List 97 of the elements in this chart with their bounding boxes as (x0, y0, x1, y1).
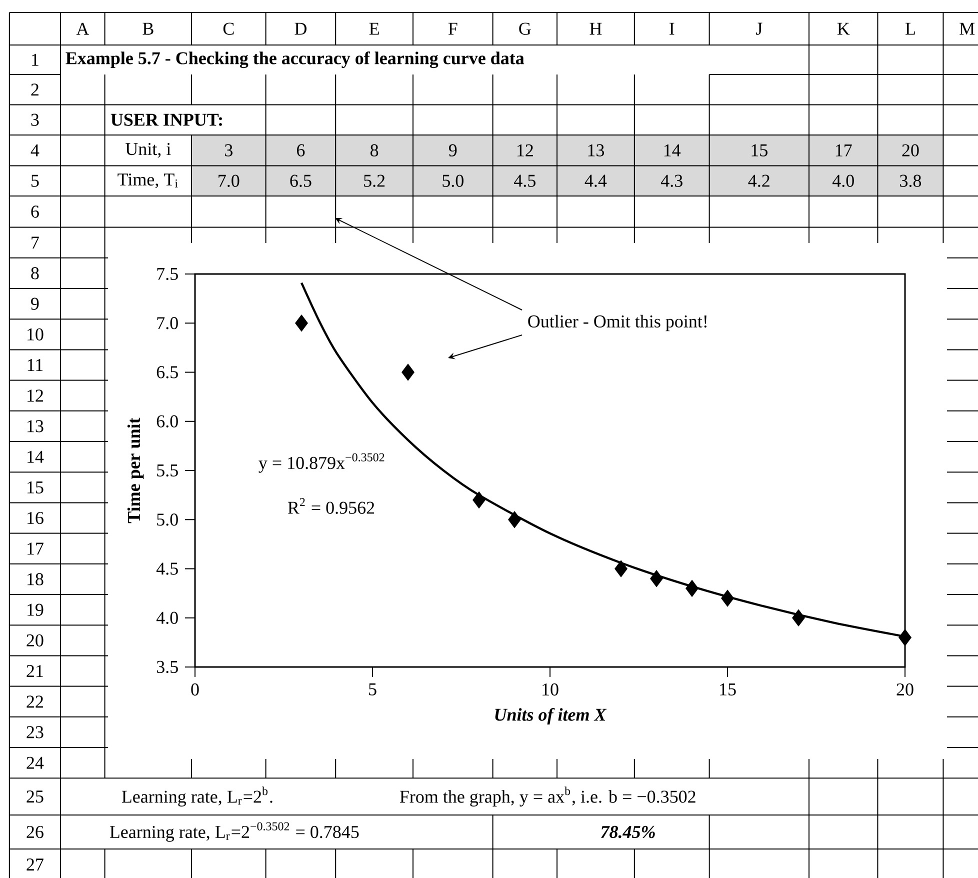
text: 78.45% (601, 826, 655, 838)
text: D (294, 22, 307, 35)
text: F (448, 22, 458, 35)
text: 6 (31, 206, 39, 218)
text: 8 (31, 267, 39, 280)
point (508, 511, 521, 528)
x-tick-label: 5 (369, 683, 376, 696)
text: 19 (28, 604, 44, 616)
annotation: Outlier - Omit this point! (528, 314, 706, 332)
text: 4.5 (514, 174, 536, 187)
text: 9 (31, 298, 39, 310)
point (402, 364, 414, 381)
y-tick-label: 6.0 (156, 415, 178, 428)
text: 3.8 (900, 174, 922, 187)
point (650, 570, 663, 587)
text: C (223, 22, 234, 35)
text: 20 (902, 144, 919, 156)
text: 24 (26, 756, 44, 769)
x-axis-title: Units of item X (495, 708, 607, 724)
y-tick-label: 7.0 (157, 317, 178, 330)
text: 4.4 (584, 174, 607, 187)
text: G (519, 22, 531, 35)
text: 15 (752, 144, 768, 156)
text: K (837, 22, 850, 35)
text: 21 (26, 665, 43, 677)
text: 5.0 (442, 174, 464, 187)
text: 12 (517, 144, 533, 156)
text: M (960, 22, 975, 35)
text: 1 (32, 54, 38, 66)
annotation: R$^{2}$ = 0.9562 (288, 498, 374, 514)
text: USER INPUT: (110, 114, 222, 126)
text: 2 (31, 84, 38, 96)
text: 22 (26, 696, 43, 708)
text: 5 (32, 174, 39, 187)
point (721, 590, 734, 607)
text: 5.2 (364, 174, 385, 187)
point (792, 609, 805, 626)
text: 13 (28, 420, 44, 432)
text: Learning rate, L$_{r}$=2$^{b}$. (122, 786, 272, 807)
text: 16 (28, 512, 44, 524)
y-tick-label: 4.5 (156, 562, 178, 575)
text: L (906, 22, 915, 35)
text: 6.5 (290, 174, 312, 187)
text: 26 (26, 826, 44, 838)
text: B (142, 22, 154, 35)
annotation: y = 10.879x$^{−0.3502}$ (258, 453, 384, 473)
text: Unit, i (126, 142, 171, 158)
x-tick-label: 0 (191, 683, 199, 696)
text: A (76, 22, 90, 35)
y-tick-label: 4.0 (156, 612, 178, 624)
text: 7 (32, 236, 39, 248)
y-tick-label: 3.5 (156, 660, 178, 674)
text: 23 (26, 726, 44, 738)
text: I (670, 22, 674, 35)
text: 4.3 (660, 174, 682, 187)
text: 4.0 (832, 174, 854, 187)
text: 13 (588, 144, 604, 156)
text: 8 (370, 144, 378, 156)
text: 12 (28, 390, 43, 402)
text: 27 (26, 858, 44, 870)
x-tick-label: 20 (896, 683, 914, 696)
text: 9 (448, 144, 457, 156)
text: 17 (836, 144, 852, 156)
text: 15 (28, 481, 44, 494)
text: 4.2 (748, 174, 770, 187)
text: 14 (664, 144, 681, 156)
point (472, 492, 486, 508)
y-tick-label: 7.5 (157, 268, 178, 280)
y-tick-label: 6.5 (156, 366, 178, 378)
y-tick-label: 5.5 (157, 464, 178, 477)
text: J (756, 22, 762, 35)
text: 10 (28, 328, 44, 340)
chart-title: Example 5.7 - Checking the accuracy of learning curve data (66, 51, 524, 68)
point (614, 560, 628, 578)
text: E (369, 22, 379, 35)
x-tick-label: 15 (720, 683, 736, 696)
text: H (590, 22, 602, 35)
text: 7.0 (218, 174, 240, 187)
text: Time, T$_{i}$ (118, 173, 178, 188)
text: 6 (296, 144, 305, 156)
text: 18 (28, 573, 44, 586)
text: 20 (26, 634, 44, 646)
text: 17 (28, 542, 44, 555)
text: From the graph, y = ax$^{b}$, i.e. b = −0.3502 (400, 786, 696, 807)
x-tick-label: 10 (542, 683, 558, 696)
text: 3 (31, 114, 39, 126)
y-axis-title: Time per unit (127, 418, 144, 524)
text: 3 (225, 144, 232, 156)
text: Learning rate, L$_{r}$=2$^{−0.3502}$ = 0.7845 (110, 822, 359, 842)
text: 14 (28, 450, 44, 463)
y-tick-label: 5.0 (157, 514, 178, 526)
text: 4 (30, 144, 40, 156)
point (686, 580, 698, 597)
point (295, 314, 308, 332)
text: 11 (28, 359, 43, 371)
text: 25 (26, 790, 44, 803)
point (898, 629, 912, 646)
